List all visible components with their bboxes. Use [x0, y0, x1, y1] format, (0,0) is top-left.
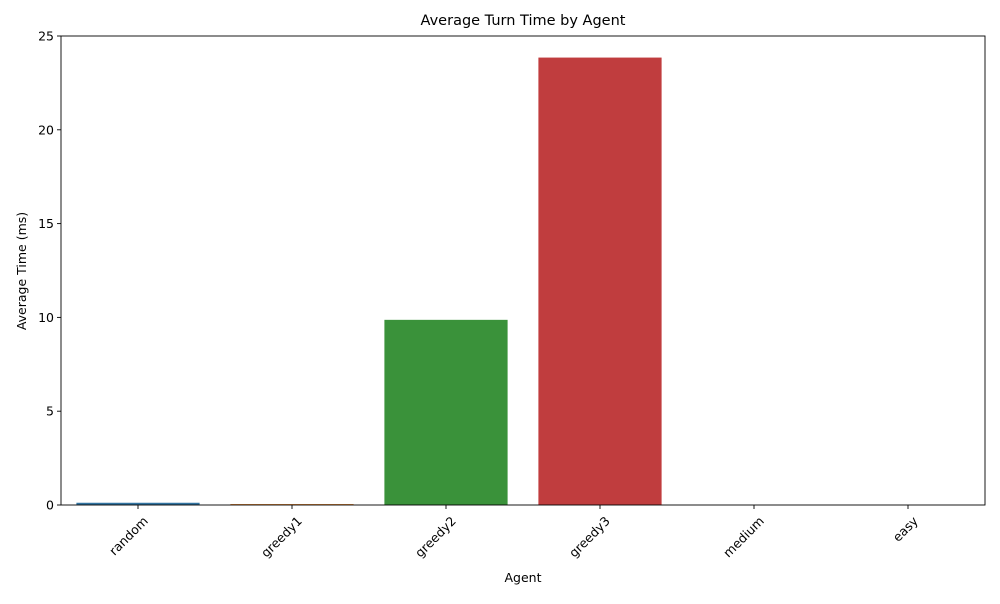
bar-greedy3	[538, 57, 662, 505]
plot-area	[60, 35, 986, 506]
y-axis-label: Average Time (ms)	[14, 212, 29, 330]
y-tick-label: 20	[38, 122, 54, 137]
x-axis-label: Agent	[505, 570, 542, 585]
x-axis: random greedy1 greedy2 greedy3 medium easy	[106, 505, 921, 560]
y-tick-label: 0	[46, 498, 54, 513]
y-axis: 0 5 10 15 20 25	[38, 29, 61, 513]
y-tick-label: 10	[38, 310, 54, 325]
x-tick-label-greedy2: greedy2	[412, 513, 459, 560]
plot-frame	[60, 35, 986, 506]
y-tick-label: 15	[38, 216, 54, 231]
bar-greedy1	[230, 504, 354, 505]
bar-greedy2	[384, 319, 508, 505]
x-tick-label-easy: easy	[890, 513, 922, 545]
x-tick-label-greedy3: greedy3	[566, 513, 613, 560]
x-tick-label-random: random	[106, 513, 151, 558]
y-tick-label: 25	[38, 29, 54, 44]
chart-title: Average Turn Time by Agent	[421, 13, 626, 29]
x-tick-label-medium: medium	[720, 513, 767, 560]
y-tick-label: 5	[46, 404, 54, 419]
x-tick-label-greedy1: greedy1	[258, 513, 305, 560]
bar-random	[76, 502, 200, 505]
